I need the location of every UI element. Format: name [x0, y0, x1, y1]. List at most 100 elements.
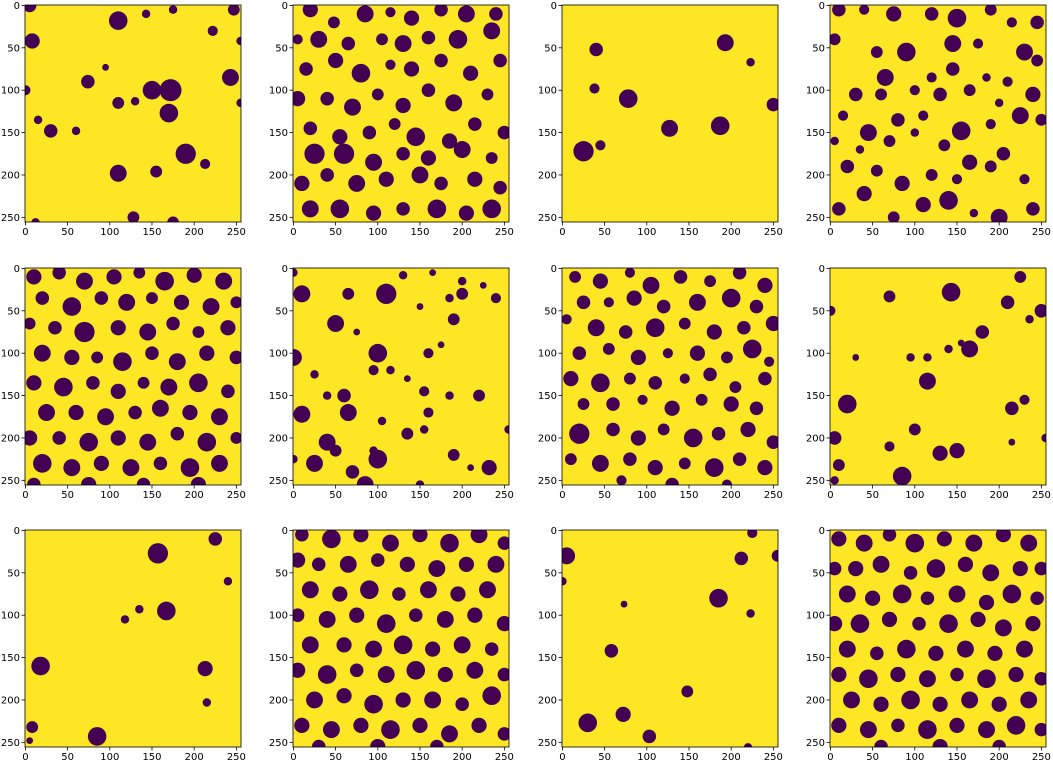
- circle: [562, 547, 576, 565]
- circle: [1008, 666, 1024, 683]
- circle: [497, 667, 509, 682]
- y-tick-label: 250: [269, 738, 288, 749]
- circle: [615, 706, 631, 722]
- circle: [957, 556, 974, 572]
- circle: [470, 530, 488, 544]
- circle: [137, 376, 150, 389]
- circle: [102, 63, 109, 71]
- y-tick-label: 0: [14, 1, 20, 12]
- circle: [765, 315, 778, 332]
- circle: [294, 175, 310, 192]
- circle: [729, 381, 742, 394]
- circle: [320, 168, 334, 182]
- circle: [648, 376, 662, 390]
- circle: [109, 164, 127, 182]
- circle: [946, 62, 960, 76]
- circle: [120, 615, 130, 624]
- x-tick-label: 250: [495, 490, 514, 501]
- x-tick-label: 250: [495, 227, 514, 238]
- circle: [25, 85, 31, 96]
- circle: [27, 477, 41, 485]
- circle: [838, 394, 857, 414]
- circle: [716, 34, 734, 52]
- x-tick-label: 200: [185, 227, 204, 238]
- circle: [939, 191, 958, 210]
- y-tick-label: 200: [806, 695, 825, 706]
- circle: [749, 401, 764, 416]
- circle: [737, 320, 751, 335]
- circle: [458, 205, 474, 221]
- y-tick-label: 150: [806, 128, 825, 139]
- circle: [562, 314, 572, 325]
- y-tick-label: 100: [538, 349, 557, 360]
- circle: [328, 52, 344, 69]
- circle: [151, 399, 169, 417]
- x-tick-label: 250: [764, 752, 783, 761]
- circle: [831, 717, 847, 734]
- y-tick-label: 150: [269, 128, 288, 139]
- circle: [371, 553, 385, 567]
- circle: [26, 737, 34, 745]
- circle: [310, 370, 319, 379]
- circle: [220, 320, 236, 336]
- circle: [932, 738, 948, 747]
- circle: [450, 586, 466, 602]
- x-tick-label: 250: [227, 752, 246, 761]
- circle: [831, 531, 847, 547]
- circle: [317, 665, 337, 684]
- y-tick-label: 50: [7, 568, 20, 579]
- axes-frame: [292, 267, 510, 486]
- circle: [453, 636, 471, 654]
- circle: [732, 452, 747, 466]
- axes-frame: [829, 4, 1047, 223]
- circle: [365, 205, 382, 221]
- circle: [409, 608, 423, 622]
- circle: [467, 171, 483, 187]
- image-background: [293, 268, 509, 485]
- circle: [230, 432, 241, 444]
- circle: [356, 5, 374, 23]
- circle: [944, 35, 962, 53]
- circle: [848, 87, 863, 102]
- circle: [481, 459, 497, 476]
- circle: [306, 691, 323, 709]
- x-tick-label: 0: [22, 490, 28, 501]
- circle: [43, 124, 58, 138]
- x-tick-label: 150: [142, 752, 161, 761]
- circle: [208, 532, 223, 546]
- x-tick-label: 100: [637, 227, 656, 238]
- x-tick-label: 100: [637, 752, 656, 761]
- circle: [994, 619, 1012, 637]
- circle: [721, 479, 733, 485]
- circle: [642, 729, 657, 744]
- circle: [1002, 584, 1022, 604]
- circle: [436, 610, 454, 628]
- circle: [428, 560, 446, 578]
- y-tick-label: 250: [1, 738, 20, 749]
- circle: [437, 666, 453, 683]
- circle: [122, 459, 140, 477]
- circle: [141, 9, 151, 19]
- circle: [591, 373, 610, 393]
- circle: [306, 454, 323, 472]
- circle: [992, 739, 1006, 747]
- circle: [437, 341, 445, 349]
- circle: [328, 16, 340, 29]
- circle: [840, 159, 855, 174]
- circle: [721, 288, 741, 308]
- image-content: [830, 5, 1046, 222]
- circle: [664, 400, 680, 416]
- y-tick-label: 100: [269, 86, 288, 97]
- circle: [368, 449, 388, 469]
- circle: [624, 268, 635, 278]
- circle: [441, 725, 458, 743]
- circle: [199, 345, 215, 361]
- circle: [108, 11, 128, 31]
- circle: [327, 315, 345, 332]
- circle: [221, 384, 235, 399]
- circle: [322, 391, 332, 400]
- circle: [936, 531, 952, 547]
- circle: [479, 581, 496, 599]
